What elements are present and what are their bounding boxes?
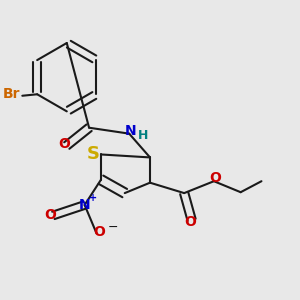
Text: −: − xyxy=(108,221,118,234)
Text: O: O xyxy=(209,171,221,185)
Text: N: N xyxy=(79,198,90,212)
Text: S: S xyxy=(87,146,100,164)
Text: O: O xyxy=(94,225,105,239)
Text: Br: Br xyxy=(3,87,21,101)
Text: O: O xyxy=(184,215,196,229)
Text: H: H xyxy=(138,129,148,142)
Text: O: O xyxy=(44,208,56,222)
Text: O: O xyxy=(58,137,70,151)
Text: +: + xyxy=(88,193,97,202)
Text: N: N xyxy=(125,124,136,138)
